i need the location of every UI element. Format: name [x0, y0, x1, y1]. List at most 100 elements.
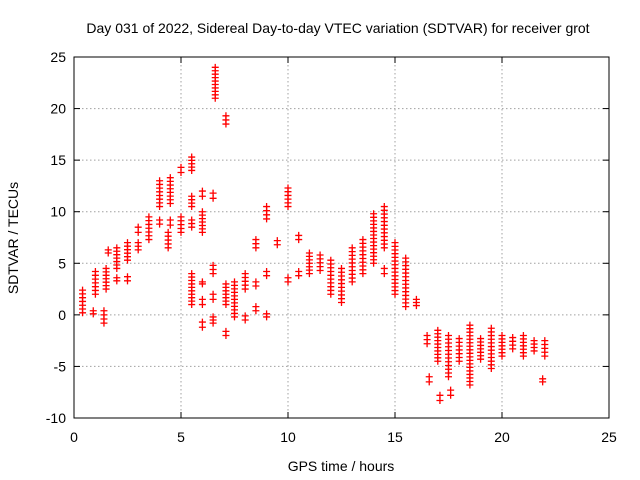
data-point: [305, 249, 313, 257]
data-point: [380, 264, 388, 272]
data-point: [519, 331, 527, 339]
data-point: [124, 239, 131, 247]
data-point: [79, 286, 87, 294]
data-point: [100, 307, 108, 315]
data-point: [209, 261, 217, 269]
data-point: [231, 278, 238, 286]
data-point: [222, 280, 230, 288]
data-point: [222, 327, 230, 335]
y-tick-label: 25: [50, 49, 66, 65]
data-point: [273, 237, 281, 245]
grid: [74, 57, 609, 418]
data-point: [359, 236, 367, 244]
data-point: [370, 210, 378, 218]
data-point: [188, 216, 196, 224]
data-point: [412, 295, 420, 303]
y-tick-label: 0: [58, 307, 66, 323]
data-point: [295, 231, 303, 239]
data-point: [89, 307, 97, 315]
data-point: [166, 174, 174, 182]
data-point: [156, 216, 164, 224]
data-point: [164, 228, 172, 236]
data-point: [295, 268, 303, 276]
y-axis-label: SDTVAR / TECUs: [5, 182, 21, 294]
data-point: [402, 254, 410, 262]
x-tick-label: 5: [177, 429, 185, 445]
data-point: [124, 273, 131, 281]
data-point: [425, 373, 433, 381]
data-point: [113, 244, 121, 252]
data-point: [498, 331, 506, 339]
data-point: [391, 239, 399, 247]
data-point: [263, 310, 271, 318]
y-tick-label: 5: [58, 255, 66, 271]
data-point: [436, 391, 444, 399]
y-tick-label: -5: [54, 358, 67, 374]
data-point: [455, 335, 463, 343]
data-point: [447, 386, 455, 394]
data-point: [423, 331, 431, 339]
data-point: [509, 334, 517, 342]
plot-frame: [73, 56, 610, 419]
x-tick-label: 15: [387, 429, 403, 445]
data-point: [466, 321, 474, 329]
data-point: [284, 274, 292, 282]
data-point: [241, 312, 249, 320]
data-point: [91, 268, 99, 276]
data-point: [102, 264, 110, 272]
data-point: [166, 216, 174, 224]
x-axis-label: GPS time / hours: [288, 458, 395, 474]
data-point: [177, 213, 185, 221]
data-point: [222, 112, 230, 120]
data-point: [434, 326, 442, 334]
data-point: [198, 318, 206, 326]
y-tick-label: -10: [46, 410, 66, 426]
data-point: [327, 256, 335, 264]
data-point: [241, 270, 249, 278]
data-point: [380, 203, 388, 211]
data-point: [348, 244, 356, 252]
data-point: [338, 264, 345, 272]
data-point: [177, 163, 185, 171]
data-point: [134, 223, 142, 231]
y-tick-label: 20: [50, 101, 66, 117]
data-point: [198, 295, 206, 303]
data-point: [263, 203, 271, 211]
data-point: [541, 337, 549, 345]
data-point: [188, 153, 196, 161]
data-point: [198, 278, 206, 286]
data-point: [156, 177, 164, 185]
data-point: [188, 270, 196, 278]
data-point: [113, 274, 121, 282]
x-tick-label: 0: [70, 429, 78, 445]
data-point: [316, 251, 324, 259]
data-point: [284, 184, 292, 192]
data-point: [145, 213, 153, 221]
y-tick-label: 15: [50, 152, 66, 168]
data-point: [252, 303, 260, 311]
data-point: [445, 331, 452, 339]
data-point: [487, 324, 495, 332]
data-point: [539, 375, 547, 383]
data-point: [252, 236, 260, 244]
data-point: [104, 246, 112, 254]
data-point: [198, 208, 206, 216]
y-tick-label: 10: [50, 204, 66, 220]
data-point: [198, 187, 206, 195]
x-tick-label: 25: [601, 429, 617, 445]
x-tick-label: 10: [280, 429, 296, 445]
data-point: [252, 278, 260, 286]
chart-title: Day 031 of 2022, Sidereal Day-to-day VTE…: [86, 20, 589, 36]
data-point: [209, 313, 217, 321]
x-tick-label: 20: [494, 429, 510, 445]
data-points: [79, 63, 549, 404]
data-point: [211, 63, 219, 71]
data-point: [134, 239, 142, 247]
data-point: [188, 192, 196, 200]
data-point: [263, 268, 271, 276]
data-point: [209, 290, 217, 298]
data-point: [477, 335, 485, 343]
data-point: [209, 189, 217, 197]
